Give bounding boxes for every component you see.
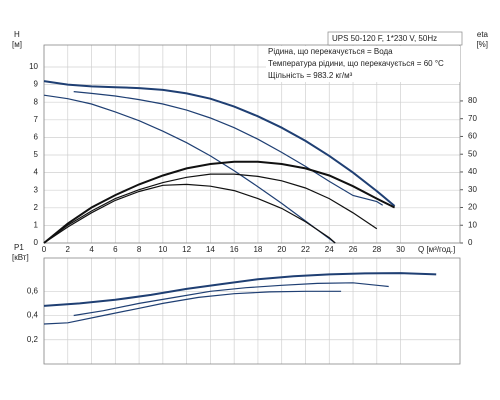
x-tick-label: 30 — [396, 245, 405, 254]
y2-tick-label: 80 — [468, 96, 477, 105]
x-tick-label: 16 — [230, 245, 239, 254]
y2-axis-unit: [%] — [476, 40, 488, 49]
y-tick-label: 5 — [34, 150, 39, 159]
y2-tick-label: 0 — [468, 238, 473, 247]
y2-tick-label: 20 — [468, 203, 477, 212]
y-tick-label: 0,6 — [27, 286, 39, 295]
curve — [43, 183, 336, 244]
x-tick-label: 2 — [66, 245, 71, 254]
x-tick-label: 12 — [182, 245, 191, 254]
y2-tick-label: 70 — [468, 114, 477, 123]
y-tick-label: 2 — [34, 203, 39, 212]
y-axis-unit: [м] — [12, 40, 22, 49]
model-label: UPS 50-120 F, 1*230 V, 50Hz — [332, 34, 437, 43]
curve — [43, 94, 336, 244]
x-axis-label: Q [м³/год.] — [418, 245, 455, 254]
y-tick-label: 4 — [34, 168, 39, 177]
y-tick-label: 10 — [29, 62, 38, 71]
plot-frame — [43, 44, 461, 244]
y-axis-label: P1 — [14, 243, 24, 252]
x-tick-label: 10 — [158, 245, 167, 254]
annotation: Температура рідини, що перекачується = 6… — [268, 59, 444, 68]
plot-frame — [43, 257, 461, 365]
y-tick-label: 3 — [34, 185, 39, 194]
x-tick-label: 24 — [325, 245, 334, 254]
curve — [43, 80, 396, 207]
x-tick-label: 8 — [137, 245, 142, 254]
curve — [43, 160, 396, 244]
y-tick-label: 7 — [34, 115, 39, 124]
y-axis-label: H — [14, 30, 20, 39]
x-tick-label: 20 — [277, 245, 286, 254]
annotation: Щільність = 983.2 кг/м³ — [268, 71, 353, 80]
y2-tick-label: 10 — [468, 220, 477, 229]
y-tick-label: 1 — [34, 221, 39, 230]
x-tick-label: 14 — [206, 245, 215, 254]
curve — [43, 173, 378, 244]
y-tick-label: 9 — [34, 80, 39, 89]
y-tick-label: 0,2 — [27, 335, 39, 344]
annotation: Рідина, що перекачується = Вода — [268, 47, 393, 56]
curve — [73, 282, 389, 317]
x-tick-label: 4 — [89, 245, 94, 254]
curve — [43, 272, 437, 307]
curve — [43, 290, 342, 325]
y2-tick-label: 60 — [468, 132, 477, 141]
annotation-bg — [266, 46, 460, 82]
curve — [73, 91, 384, 206]
y2-tick-label: 40 — [468, 167, 477, 176]
y-tick-label: 0 — [34, 238, 39, 247]
y-tick-label: 0,4 — [27, 311, 39, 320]
y-tick-label: 6 — [34, 133, 39, 142]
y2-tick-label: 30 — [468, 185, 477, 194]
y2-axis-label: eta — [477, 30, 489, 39]
x-tick-label: 0 — [42, 245, 47, 254]
model-box — [327, 31, 463, 46]
y2-tick-label: 50 — [468, 149, 477, 158]
y-axis-unit: [кВт] — [12, 253, 29, 262]
x-tick-label: 28 — [372, 245, 381, 254]
y-tick-label: 8 — [34, 97, 39, 106]
x-tick-label: 26 — [349, 245, 358, 254]
x-tick-label: 18 — [253, 245, 262, 254]
x-tick-label: 6 — [113, 245, 118, 254]
x-tick-label: 22 — [301, 245, 310, 254]
